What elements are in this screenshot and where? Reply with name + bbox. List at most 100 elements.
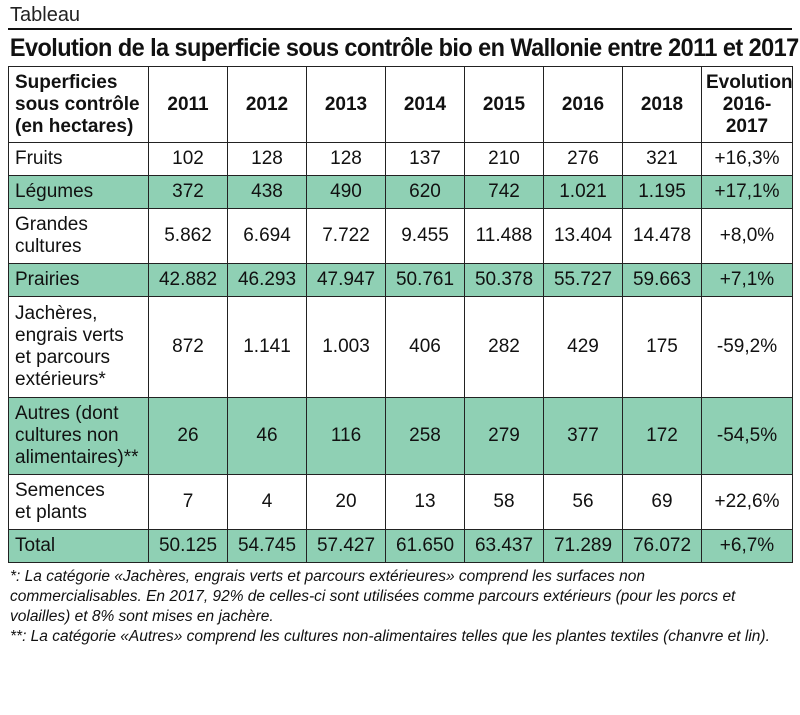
value-cell: 872 xyxy=(148,296,228,398)
value-cell: 377 xyxy=(543,397,623,475)
value-cell: 1.195 xyxy=(622,175,702,209)
value-cell: 128 xyxy=(227,142,307,176)
row-label: Prairies xyxy=(8,263,149,297)
value-cell: 742 xyxy=(464,175,544,209)
value-cell: 46 xyxy=(227,397,307,475)
value-cell: 7 xyxy=(148,474,228,530)
row-label-line: Prairies xyxy=(15,269,80,290)
value-cell: 5.862 xyxy=(148,208,228,264)
value-cell: 406 xyxy=(385,296,465,398)
header-year: 2016 xyxy=(543,66,623,143)
row-label: Autres (dont cultures non alimentaires)** xyxy=(8,397,149,475)
header-year: 2018 xyxy=(622,66,702,143)
value-cell: 42.882 xyxy=(148,263,228,297)
value-cell: 46.293 xyxy=(227,263,307,297)
value-cell: 210 xyxy=(464,142,544,176)
value-cell: 9.455 xyxy=(385,208,465,264)
table-row: Semences et plants 7 4 20 13 58 56 69 +22,6% xyxy=(8,474,793,530)
row-label: Légumes xyxy=(8,175,149,209)
value-cell: 429 xyxy=(543,296,623,398)
value-cell: 1.021 xyxy=(543,175,623,209)
row-label: Total xyxy=(8,529,149,563)
header-year: 2014 xyxy=(385,66,465,143)
value-cell: 172 xyxy=(622,397,702,475)
row-label-line: cultures xyxy=(15,236,82,257)
value-cell: 50.761 xyxy=(385,263,465,297)
value-cell: 13.404 xyxy=(543,208,623,264)
table-title: Evolution de la superficie sous contrôle… xyxy=(9,34,799,62)
table-row: Fruits 102 128 128 137 210 276 321 +16,3% xyxy=(8,142,793,176)
row-label-line: Total xyxy=(15,535,56,556)
header-year: 2012 xyxy=(227,66,307,143)
value-cell: 11.488 xyxy=(464,208,544,264)
row-label-line: cultures non xyxy=(15,425,119,446)
header-evolution: Evolution 2016- 2017 xyxy=(701,66,793,143)
value-cell: 50.125 xyxy=(148,529,228,563)
row-label-line: Grandes xyxy=(15,214,88,235)
header-category-line: (en hectares) xyxy=(15,115,134,137)
row-label-line: Fruits xyxy=(15,148,63,169)
value-cell: 620 xyxy=(385,175,465,209)
value-cell: 59.663 xyxy=(622,263,702,297)
footnote-line: *: La catégorie «Jachères, engrais verts… xyxy=(10,568,645,585)
header-year: 2011 xyxy=(148,66,228,143)
value-cell: 258 xyxy=(385,397,465,475)
value-cell: 4 xyxy=(227,474,307,530)
value-cell: 116 xyxy=(306,397,386,475)
table-row: Total 50.125 54.745 57.427 61.650 63.437 71.28… xyxy=(8,529,793,563)
header-year: 2013 xyxy=(306,66,386,143)
row-label-line: Semences xyxy=(15,480,105,501)
value-cell: 276 xyxy=(543,142,623,176)
table-row: Légumes 372 438 490 620 742 1.021 1.195 +17,1% xyxy=(8,175,793,209)
value-cell: 372 xyxy=(148,175,228,209)
value-cell: 279 xyxy=(464,397,544,475)
figure: Tableau Evolution de la superficie sous … xyxy=(8,4,799,647)
table-body: Fruits 102 128 128 137 210 276 321 +16,3% Légumes… xyxy=(8,142,793,563)
evolution-cell: +17,1% xyxy=(701,175,793,209)
value-cell: 76.072 xyxy=(622,529,702,563)
value-cell: 175 xyxy=(622,296,702,398)
header-category-line: Superficies xyxy=(15,71,118,93)
top-rule xyxy=(8,28,792,30)
value-cell: 54.745 xyxy=(227,529,307,563)
value-cell: 137 xyxy=(385,142,465,176)
table-row: Prairies 42.882 46.293 47.947 50.761 50.378 55… xyxy=(8,263,793,297)
value-cell: 128 xyxy=(306,142,386,176)
value-cell: 56 xyxy=(543,474,623,530)
row-label: Semences et plants xyxy=(8,474,149,530)
value-cell: 20 xyxy=(306,474,386,530)
footnotes: *: La catégorie «Jachères, engrais verts… xyxy=(8,563,792,647)
footnote-line: commercialisables. En 2017, 92% de celle… xyxy=(10,588,736,605)
value-cell: 321 xyxy=(622,142,702,176)
value-cell: 69 xyxy=(622,474,702,530)
value-cell: 14.478 xyxy=(622,208,702,264)
footnote-line: volailles) et 8% sont mises en jachère. xyxy=(10,608,274,625)
header-category: Superficies sous contrôle (en hectares) xyxy=(8,66,149,143)
row-label: Grandes cultures xyxy=(8,208,149,264)
row-label-line: et plants xyxy=(15,502,87,523)
value-cell: 58 xyxy=(464,474,544,530)
row-label-line: extérieurs* xyxy=(15,369,106,390)
row-label: Fruits xyxy=(8,142,149,176)
header-evolution-line: 2016- xyxy=(722,93,772,115)
header-evolution-line: Evolution xyxy=(706,71,793,93)
value-cell: 71.289 xyxy=(543,529,623,563)
evolution-cell: +6,7% xyxy=(701,529,793,563)
evolution-cell: -54,5% xyxy=(701,397,793,475)
figure-label: Tableau xyxy=(10,4,81,26)
evolution-cell: +22,6% xyxy=(701,474,793,530)
evolution-cell: -59,2% xyxy=(701,296,793,398)
evolution-cell: +8,0% xyxy=(701,208,793,264)
value-cell: 26 xyxy=(148,397,228,475)
value-cell: 63.437 xyxy=(464,529,544,563)
evolution-cell: +16,3% xyxy=(701,142,793,176)
value-cell: 57.427 xyxy=(306,529,386,563)
footnote-line: **: La catégorie «Autres» comprend les c… xyxy=(10,628,770,645)
value-cell: 1.003 xyxy=(306,296,386,398)
table-row: Autres (dont cultures non alimentaires)** 2… xyxy=(8,397,793,475)
value-cell: 102 xyxy=(148,142,228,176)
value-cell: 6.694 xyxy=(227,208,307,264)
value-cell: 7.722 xyxy=(306,208,386,264)
header-row: Superficies sous contrôle (en hectares) 201… xyxy=(8,66,793,143)
value-cell: 490 xyxy=(306,175,386,209)
